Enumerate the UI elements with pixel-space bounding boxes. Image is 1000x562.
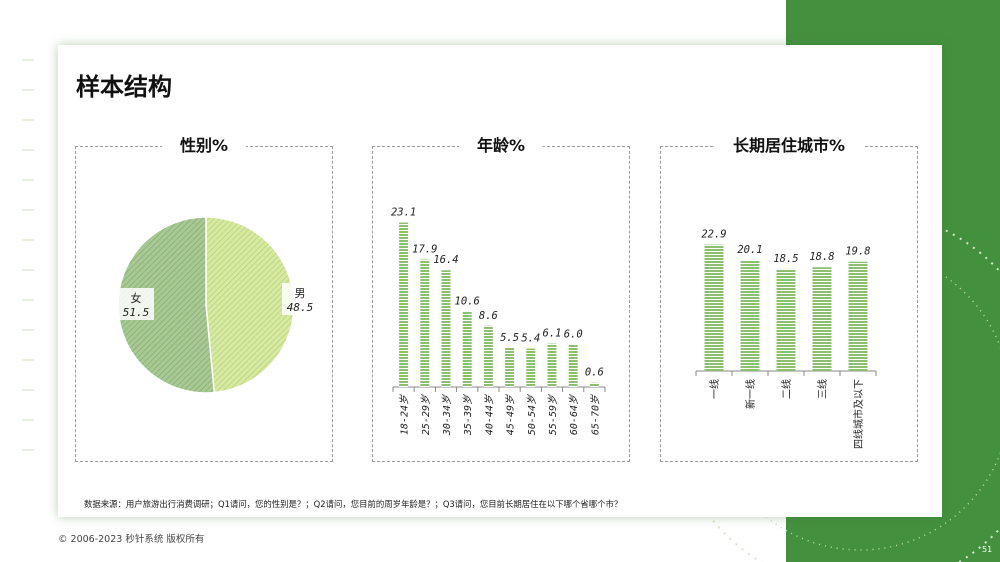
x-tick-label: 55-59岁 xyxy=(547,394,559,435)
pie-label-bg xyxy=(118,288,154,320)
gender-pie-chart: 男48.5 女51.5 xyxy=(117,216,318,394)
city-chart-title: 长期居住城市% xyxy=(714,136,864,155)
city-panel: 长期居住城市% 22.9 一线 20.1 新一线 18.5 二线 18.8 三线 19.8 四线城… xyxy=(660,136,918,462)
bar xyxy=(483,325,493,387)
page-title: 样本结构 xyxy=(76,73,172,101)
bar-value-label: 20.1 xyxy=(737,244,762,256)
x-tick-label: 新一线 xyxy=(744,379,757,409)
bar-value-label: 18.5 xyxy=(773,253,798,265)
bar-value-label: 18.8 xyxy=(809,251,834,263)
x-tick-label: 二线 xyxy=(780,379,793,399)
x-tick-label: 50-54岁 xyxy=(526,394,538,435)
x-tick-label: 三线 xyxy=(816,379,829,399)
bar-value-label: 23.1 xyxy=(391,207,416,219)
bar-value-label: 0.6 xyxy=(585,367,604,379)
bar xyxy=(547,343,557,387)
x-tick-label: 60-64岁 xyxy=(568,394,580,435)
pie-value-label: 51.5 xyxy=(123,306,150,319)
gender-panel: 性别% 男 48.5 女 51.5 xyxy=(75,136,333,462)
gender-chart-title: 性别% xyxy=(161,136,247,155)
bar-value-label: 10.6 xyxy=(455,296,480,308)
x-tick-label: 四线城市及以下 xyxy=(852,379,865,449)
bar-value-label: 16.4 xyxy=(433,254,458,266)
city-bar-chart: 22.9 一线 20.1 新一线 18.5 二线 18.8 三线 19.8 四线城市及以下 xyxy=(695,229,877,449)
bar xyxy=(704,244,724,371)
data-source-note: 数据来源：用户旅游出行消费调研；Q1请问，您的性别是？；Q2请问，您目前的周岁年… xyxy=(84,499,623,509)
pie-label-bg xyxy=(282,283,318,315)
bar-value-label: 6.1 xyxy=(543,328,562,340)
x-tick-label: 45-49岁 xyxy=(505,394,517,435)
bar-value-label: 5.4 xyxy=(521,333,540,345)
x-tick-label: 一线 xyxy=(708,379,721,399)
age-chart-title: 年龄% xyxy=(458,136,544,155)
pie-category-label: 女 xyxy=(131,291,142,305)
bar xyxy=(399,222,409,387)
bar xyxy=(740,260,760,371)
age-panel: 年龄% 23.1 18-24岁 17.9 25-29岁 16.4 30-34岁 10.6 35… xyxy=(372,136,630,462)
bar xyxy=(441,270,451,387)
copyright: © 2006-2023 秒针系统 版权所有 xyxy=(58,534,205,545)
bar xyxy=(776,268,796,371)
x-tick-label: 30-34岁 xyxy=(441,394,453,436)
slide-card: 样本结构 性别% 男 48.5 女 51.5 年龄% 23.1 18-24岁 17.9 25… xyxy=(58,45,942,517)
bar xyxy=(420,259,430,387)
x-tick-label: 18-24岁 xyxy=(399,394,411,435)
bar xyxy=(526,348,536,387)
bar-value-label: 17.9 xyxy=(412,244,437,256)
x-tick-label: 40-44岁 xyxy=(483,394,495,435)
x-tick-label: 25-29岁 xyxy=(420,394,432,435)
pie-value-label: 48.5 xyxy=(287,301,314,314)
bar xyxy=(812,267,832,371)
x-tick-label: 35-39岁 xyxy=(462,394,474,436)
bar xyxy=(589,382,599,387)
pie-slice-male xyxy=(205,216,295,394)
bar-value-label: 8.6 xyxy=(479,310,498,322)
pie-category-label: 男 xyxy=(295,287,306,300)
bar-value-label: 6.0 xyxy=(564,328,583,340)
bar-value-label: 5.5 xyxy=(500,332,519,344)
bar-value-label: 22.9 xyxy=(701,229,726,241)
age-bar-chart: 23.1 18-24岁 17.9 25-29岁 16.4 30-34岁 10.6 35-39岁… xyxy=(391,207,606,436)
bar-value-label: 19.8 xyxy=(845,246,870,258)
bar xyxy=(568,344,578,387)
bar xyxy=(462,311,472,387)
x-tick-label: 65-70岁 xyxy=(589,394,601,435)
bar xyxy=(848,261,868,371)
page-number: 51 xyxy=(982,545,993,554)
bar xyxy=(505,347,515,387)
